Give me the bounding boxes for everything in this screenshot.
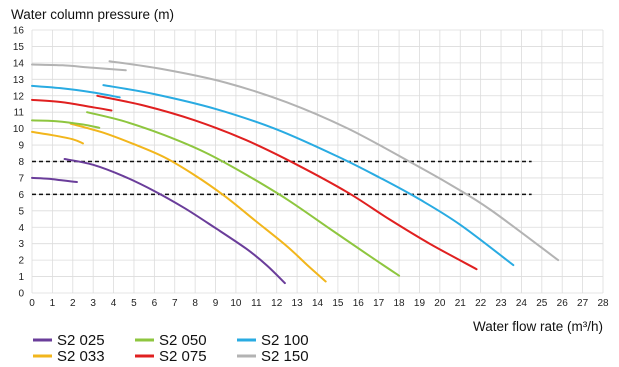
series-s2-025-high-speed (63, 158, 286, 285)
y-tick-label: 11 (14, 108, 25, 119)
series-s2-100-high-speed (102, 84, 515, 267)
y-tick-label: 14 (13, 58, 25, 69)
y-tick-label: 9 (18, 141, 24, 152)
x-tick-label: 22 (475, 298, 487, 309)
x-tick-label: 27 (577, 298, 589, 309)
series-s2-150-low-speed (31, 63, 127, 72)
x-tick-label: 12 (271, 298, 283, 309)
x-tick-label: 1 (50, 298, 56, 309)
y-tick-label: 12 (13, 91, 25, 102)
series-s2-150-high-speed (108, 60, 560, 262)
x-tick-label: 7 (172, 298, 178, 309)
x-tick-label: 6 (152, 298, 158, 309)
x-tick-label: 16 (353, 298, 365, 309)
x-tick-label: 20 (434, 298, 446, 309)
series-s2-050-high-speed (86, 111, 401, 277)
x-tick-label: 26 (557, 298, 569, 309)
y-tick-label: 16 (13, 26, 25, 37)
x-tick-label: 18 (394, 298, 406, 309)
x-tick-label: 0 (29, 298, 35, 309)
x-tick-label: 2 (70, 298, 76, 309)
x-axis-title: Water flow rate (m³/h) (473, 319, 603, 334)
y-tick-label: 2 (18, 256, 24, 267)
y-axis-title: Water column pressure (m) (11, 7, 174, 22)
x-tick-label: 19 (414, 298, 426, 309)
y-tick-label: 3 (18, 239, 24, 250)
series-s2-033-high-speed (69, 122, 327, 283)
x-tick-label: 28 (597, 298, 609, 309)
x-tick-label: 4 (111, 298, 117, 309)
series-s2-075-high-speed (96, 94, 478, 271)
x-tick-label: 11 (251, 298, 262, 309)
x-tick-label: 5 (131, 298, 137, 309)
series-s2-100-low-speed (31, 84, 121, 99)
y-tick-label: 1 (18, 272, 24, 283)
x-tick-label: 17 (373, 298, 385, 309)
x-tick-labels: 0 1 2 3 4 5 6 7 8 9 10 11 12 13 14 15 16 17 18 19 20 21 22 23 24… (29, 298, 609, 309)
y-tick-label: 10 (13, 124, 25, 135)
x-tick-label: 9 (213, 298, 219, 309)
y-tick-label: 15 (13, 42, 25, 53)
y-tick-label: 0 (18, 289, 24, 300)
legend-label-s2-050: S2 050 (159, 332, 207, 349)
x-tick-label: 3 (90, 298, 96, 309)
x-tick-label: 25 (536, 298, 548, 309)
legend-label-s2-025: S2 025 (57, 332, 105, 349)
x-tick-label: 21 (455, 298, 467, 309)
series-s2-033-low-speed (31, 130, 84, 145)
x-tick-label: 15 (332, 298, 344, 309)
reference-lines (32, 160, 532, 196)
series-s2-050-low-speed (31, 119, 101, 129)
y-tick-label: 5 (18, 206, 24, 217)
legend-label-s2-150: S2 150 (261, 348, 309, 365)
legend-label-s2-100: S2 100 (261, 332, 309, 349)
series-s2-075-low-speed (31, 98, 113, 112)
y-tick-label: 4 (18, 223, 24, 234)
series-s2-025-low-speed (31, 176, 78, 183)
grid-lines (31, 29, 604, 294)
x-tick-label: 8 (192, 298, 198, 309)
y-tick-label: 7 (18, 173, 24, 184)
legend-label-s2-033: S2 033 (57, 348, 105, 365)
x-tick-label: 24 (516, 298, 528, 309)
series-lines (31, 60, 560, 285)
y-tick-label: 13 (13, 75, 25, 86)
y-tick-label: 6 (18, 190, 24, 201)
x-tick-label: 10 (230, 298, 242, 309)
x-tick-label: 14 (312, 298, 324, 309)
x-tick-label: 23 (495, 298, 507, 309)
legend-label-s2-075: S2 075 (159, 348, 207, 365)
y-tick-label: 8 (18, 157, 24, 168)
x-tick-label: 13 (292, 298, 304, 309)
